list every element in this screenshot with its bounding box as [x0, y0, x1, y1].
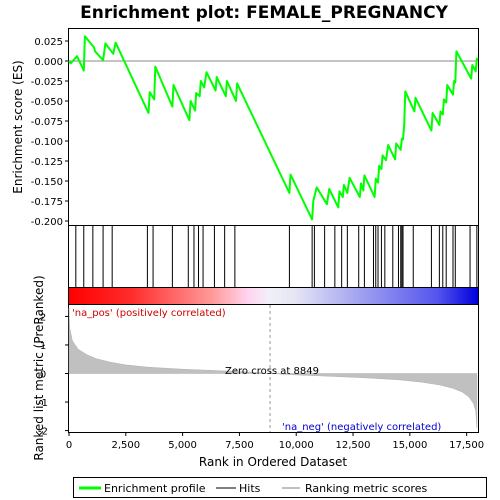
- es-y-tick-label: -0.100: [31, 137, 63, 148]
- legend-ranking-label: Ranking metric scores: [305, 482, 427, 495]
- rm-y-tick-label: -1: [38, 398, 48, 409]
- legend-box: [73, 477, 487, 498]
- hit-markers: [75, 226, 478, 287]
- x-tick-label: 2,500: [111, 440, 140, 451]
- zero-cross-label: Zero cross at 8849: [225, 366, 319, 377]
- es-y-tick-label: -0.025: [31, 77, 63, 88]
- es-y-tick-label: -0.125: [31, 157, 63, 168]
- negative-correlation-label: 'na_neg' (negatively correlated): [282, 422, 441, 433]
- rm-x-ticks: 0 2,500 5,000 7,500 10,000 12,500 15,000 17,500: [66, 432, 484, 451]
- hits-panel: [68, 225, 479, 288]
- rm-y-tick-label: 1: [40, 341, 46, 352]
- es-y-ticks: -0.200 -0.175 -0.150 -0.125 -0.100 -0.075 -0.0…: [31, 37, 69, 228]
- es-y-tick-label: 0.000: [34, 57, 63, 68]
- rm-y-tick-label: 2: [40, 312, 46, 323]
- x-tick-label: 7,500: [225, 440, 254, 451]
- es-y-tick-label: -0.075: [31, 117, 63, 128]
- legend-enrichment-label: Enrichment profile: [104, 482, 206, 495]
- rm-y-tick-label: -2: [38, 427, 48, 438]
- ranking-metric-area: [68, 307, 478, 428]
- x-tick-label: 0: [66, 440, 72, 451]
- x-tick-label: 17,500: [449, 440, 484, 451]
- rm-y-ticks: -2 -1 0 1 2: [38, 312, 69, 438]
- rank-color-bar: [69, 288, 478, 304]
- enrichment-profile-line: [68, 35, 479, 221]
- x-axis-label: Rank in Ordered Dataset: [199, 455, 347, 469]
- es-y-tick-label: -0.050: [31, 97, 63, 108]
- es-y-tick-label: -0.150: [31, 177, 63, 188]
- chart-title: Enrichment plot: FEMALE_PREGNANCY: [80, 3, 448, 23]
- es-y-axis-label: Enrichment score (ES): [11, 60, 25, 193]
- ranking-metric-fill: [68, 307, 478, 428]
- legend-hits-label: Hits: [239, 482, 261, 495]
- enrichment-panel: [68, 28, 479, 226]
- es-y-tick-label: 0.025: [34, 37, 63, 48]
- positive-correlation-label: 'na_pos' (positively correlated): [72, 308, 226, 319]
- rm-y-tick-label: 0: [40, 369, 46, 380]
- x-tick-label: 10,000: [279, 440, 314, 451]
- es-y-tick-label: -0.175: [31, 197, 63, 208]
- x-tick-label: 12,500: [336, 440, 371, 451]
- x-tick-label: 5,000: [168, 440, 197, 451]
- rm-y-axis-label: Ranked list metric (PreRanked): [32, 275, 46, 460]
- x-tick-label: 15,000: [392, 440, 427, 451]
- es-y-tick-label: -0.200: [31, 217, 63, 228]
- enrichment-profile-path: [68, 35, 479, 221]
